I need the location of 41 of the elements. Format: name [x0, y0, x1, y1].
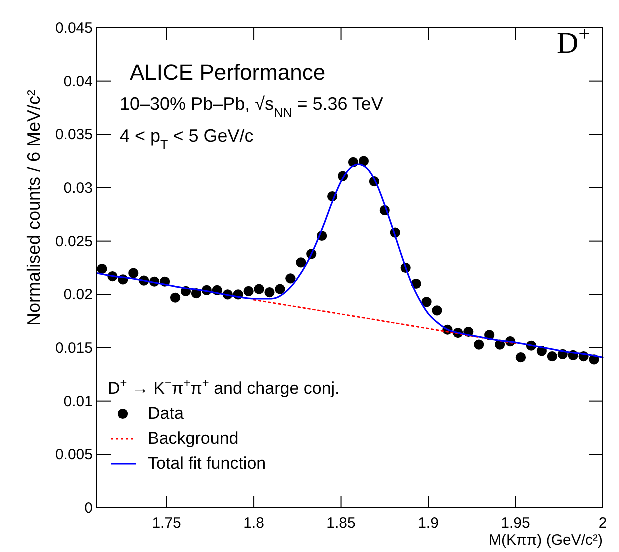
- annotation: 10–30% Pb–Pb, √s$_{NN}$ = 5.36 TeV: [120, 94, 384, 120]
- point: [244, 286, 254, 297]
- point: [422, 297, 432, 308]
- legend-label: Data: [148, 404, 184, 423]
- y-tick-label: 0.015: [55, 340, 93, 357]
- point: [97, 264, 108, 274]
- y-axis-title: Normalised counts / 6 MeV/c²: [24, 90, 44, 326]
- point: [432, 306, 442, 316]
- x-tick-label: 1.75: [152, 515, 182, 532]
- y-tick-label: 0.03: [64, 180, 93, 197]
- point: [128, 268, 139, 278]
- y-tick-label: 0.02: [64, 286, 93, 304]
- x-tick-label: 1.9: [418, 515, 439, 532]
- y-tick-label: 0.005: [55, 446, 93, 464]
- y-tick-label: 0.01: [64, 393, 93, 410]
- point: [547, 351, 558, 362]
- point: [286, 274, 296, 284]
- point: [264, 287, 275, 298]
- point: [275, 284, 286, 294]
- annotation: ALICE Performance: [130, 60, 326, 85]
- x-tick-label: 1.8: [244, 515, 264, 532]
- annotation: D$^{+}$: [557, 22, 591, 60]
- point: [358, 156, 370, 166]
- y-tick-label: 0.025: [55, 233, 93, 250]
- point: [254, 284, 264, 294]
- point: [516, 352, 526, 363]
- annotation: 4 < p$_{T}$ < 5 GeV/c: [120, 126, 254, 152]
- x-tick-label: 1.85: [326, 515, 356, 532]
- y-tick-label: 0.045: [55, 20, 93, 37]
- text: D$^{+}$ → K$^{−}$π$^{+}$π$^{+}$ and charge conj.: [108, 376, 340, 398]
- point: [474, 340, 484, 350]
- y-tick-label: 0.035: [55, 126, 93, 144]
- x-axis-title: M(Kππ) (GeV/c²): [488, 532, 603, 549]
- point: [170, 292, 181, 303]
- y-tick-label: 0: [84, 500, 93, 517]
- x-tick-label: 1.95: [501, 515, 530, 532]
- point: [296, 258, 306, 268]
- x-tick-label: 2: [598, 515, 608, 532]
- legend-label: Total fit function: [148, 454, 266, 473]
- y-tick-label: 0.04: [64, 73, 93, 90]
- legend-label: Background: [148, 429, 239, 448]
